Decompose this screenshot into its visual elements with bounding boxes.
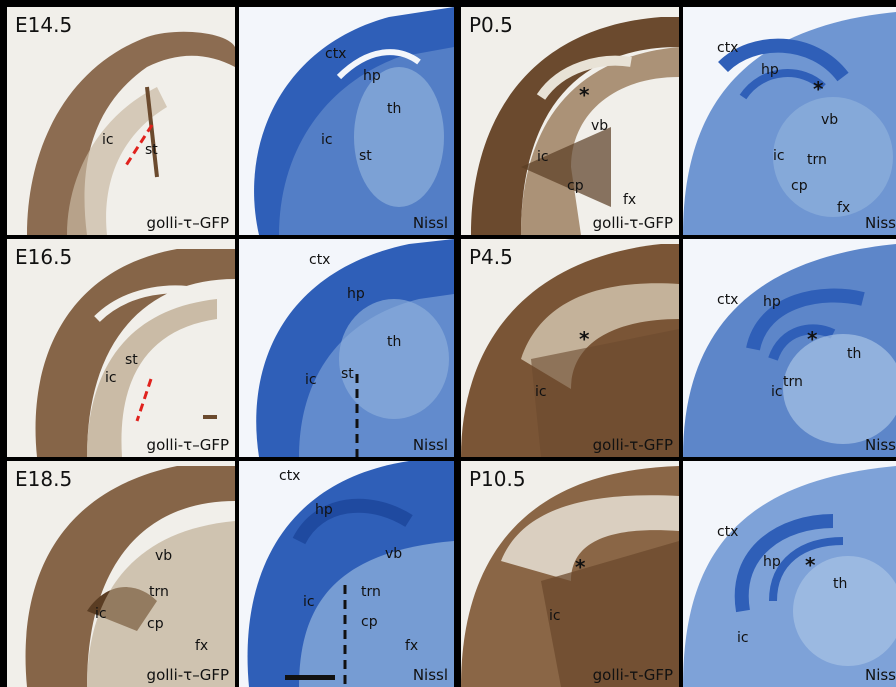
region-trn: trn bbox=[807, 152, 827, 168]
region-ic: ic bbox=[105, 370, 117, 386]
region-cp: cp bbox=[567, 178, 584, 194]
panel-e16-nissl: ctx hp th ic st Nissl bbox=[239, 239, 454, 457]
region-vb: vb bbox=[155, 548, 173, 564]
stain-label: Niss bbox=[864, 436, 896, 454]
region-fx: fx bbox=[623, 192, 637, 208]
region-ic: ic bbox=[303, 594, 315, 610]
region-ic: ic bbox=[102, 132, 114, 148]
age-label: E14.5 bbox=[15, 13, 73, 37]
stain-label: golli-τ-GFP bbox=[592, 436, 673, 454]
region-star: * bbox=[575, 555, 586, 579]
age-label: P0.5 bbox=[469, 13, 513, 37]
region-hp: hp bbox=[363, 68, 381, 84]
stain-label: golli-τ–GFP bbox=[146, 666, 229, 684]
region-star: * bbox=[579, 327, 590, 351]
region-ic: ic bbox=[321, 132, 333, 148]
region-hp: hp bbox=[315, 502, 333, 518]
stain-label: Niss bbox=[864, 214, 896, 232]
age-label: E18.5 bbox=[15, 467, 73, 491]
region-st: st bbox=[125, 352, 138, 368]
region-hp: hp bbox=[761, 62, 779, 78]
panel-p10-gfp: P10.5 * ic golli-τ-GFP bbox=[461, 461, 679, 687]
stain-label: Nissl bbox=[412, 436, 448, 454]
region-trn: trn bbox=[361, 584, 381, 600]
region-th: th bbox=[387, 101, 402, 117]
region-cp: cp bbox=[361, 614, 378, 630]
region-trn: trn bbox=[149, 584, 169, 600]
region-vb: vb bbox=[591, 118, 609, 134]
panel-p4-nissl: ctx hp * th trn ic Niss bbox=[683, 239, 896, 457]
region-ctx: ctx bbox=[279, 468, 301, 484]
region-cp: cp bbox=[791, 178, 808, 194]
region-ic: ic bbox=[537, 149, 549, 165]
region-fx: fx bbox=[195, 638, 209, 654]
region-ctx: ctx bbox=[717, 524, 739, 540]
region-cp: cp bbox=[147, 616, 164, 632]
region-fx: fx bbox=[837, 200, 851, 216]
region-st: st bbox=[145, 142, 158, 158]
region-star: * bbox=[807, 327, 818, 351]
stain-label: Nissl bbox=[412, 666, 448, 684]
stain-label: golli-τ-GFP bbox=[592, 214, 673, 232]
panel-e14-gfp: E14.5 ic st golli-τ–GFP bbox=[7, 7, 235, 235]
region-hp: hp bbox=[763, 294, 781, 310]
region-ic: ic bbox=[305, 372, 317, 388]
region-ic: ic bbox=[535, 384, 547, 400]
panel-p0-nissl: ctx hp * vb ic trn cp fx Niss bbox=[683, 7, 896, 235]
stain-label: Nissl bbox=[412, 214, 448, 232]
region-star: * bbox=[579, 83, 590, 107]
region-ic: ic bbox=[549, 608, 561, 624]
region-ctx: ctx bbox=[717, 292, 739, 308]
region-ctx: ctx bbox=[309, 252, 331, 268]
panel-p0-gfp: P0.5 * vb ic cp fx golli-τ-GFP bbox=[461, 7, 679, 235]
panel-e18-gfp: E18.5 vb trn ic cp fx golli-τ–GFP bbox=[7, 461, 235, 687]
stain-label: golli-τ-GFP bbox=[592, 666, 673, 684]
region-ctx: ctx bbox=[325, 46, 347, 62]
region-trn: trn bbox=[783, 374, 803, 390]
region-star: * bbox=[813, 77, 824, 101]
region-th: th bbox=[387, 334, 402, 350]
region-ctx: ctx bbox=[717, 40, 739, 56]
region-th: th bbox=[833, 576, 848, 592]
age-label: E16.5 bbox=[15, 245, 73, 269]
panel-e18-nissl: ctx hp vb ic trn cp fx Nissl bbox=[239, 461, 454, 687]
region-vb: vb bbox=[821, 112, 839, 128]
region-th: th bbox=[847, 346, 862, 362]
age-label: P4.5 bbox=[469, 245, 513, 269]
region-fx: fx bbox=[405, 638, 419, 654]
panel-e14-nissl: ctx hp th ic st Nissl bbox=[239, 7, 454, 235]
panel-p10-nissl: ctx hp * th ic Niss bbox=[683, 461, 896, 687]
region-ic: ic bbox=[773, 148, 785, 164]
panel-e16-gfp: E16.5 st ic golli-τ–GFP bbox=[7, 239, 235, 457]
stain-label: golli-τ–GFP bbox=[146, 436, 229, 454]
panel-p4-gfp: P4.5 * ic golli-τ-GFP bbox=[461, 239, 679, 457]
stain-label: golli-τ–GFP bbox=[146, 214, 229, 232]
region-st: st bbox=[341, 366, 354, 382]
region-star: * bbox=[805, 553, 816, 577]
region-vb: vb bbox=[385, 546, 403, 562]
region-hp: hp bbox=[347, 286, 365, 302]
region-ic: ic bbox=[737, 630, 749, 646]
region-ic: ic bbox=[771, 384, 783, 400]
region-st: st bbox=[359, 148, 372, 164]
stain-label: Niss bbox=[864, 666, 896, 684]
age-label: P10.5 bbox=[469, 467, 526, 491]
region-ic: ic bbox=[95, 606, 107, 622]
region-hp: hp bbox=[763, 554, 781, 570]
